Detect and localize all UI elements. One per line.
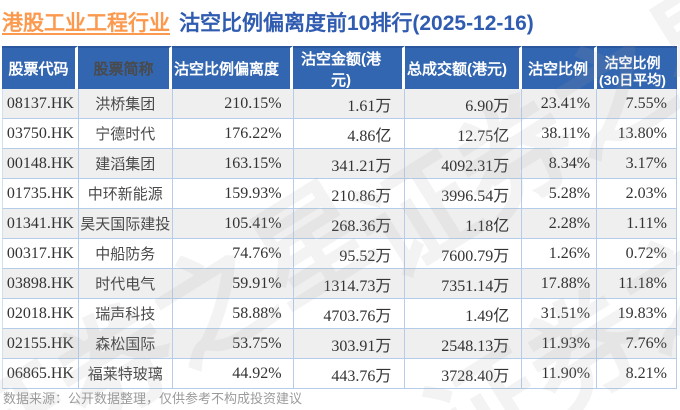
- short-amount-cell: 341.21万: [294, 149, 406, 178]
- stock-code-cell: 00148.HK: [3, 149, 79, 178]
- avg30-ratio-cell: 13.80%: [597, 119, 677, 148]
- stock-name-cell: 福莱特玻璃: [79, 359, 173, 388]
- turnover-cell: 3728.40万: [405, 359, 523, 388]
- header-cell-short-amount: 沽空金额(港元): [293, 46, 405, 89]
- deviation-cell: 159.93%: [173, 179, 294, 208]
- short-amount-cell: 1314.73万: [294, 269, 406, 298]
- turnover-cell: 2548.13万: [405, 329, 523, 358]
- stock-code-cell: 00317.HK: [3, 239, 79, 268]
- short-ratio-cell: 38.11%: [522, 119, 598, 148]
- deviation-cell: 58.88%: [173, 299, 294, 328]
- avg30-ratio-cell: 2.03%: [597, 179, 677, 208]
- turnover-cell: 6.90万: [405, 89, 523, 118]
- table-row: 02018.HK 瑞声科技 58.88% 4703.76万 1.49亿 31.51% 19.…: [2, 299, 677, 329]
- turnover-cell: 3996.54万: [405, 179, 523, 208]
- stock-name-cell: 瑞声科技: [79, 299, 173, 328]
- header-cell-short-ratio: 沽空比例: [522, 46, 597, 89]
- avg30-ratio-cell: 8.21%: [597, 359, 677, 388]
- turnover-cell: 7351.14万: [405, 269, 523, 298]
- stock-code-cell: 02018.HK: [3, 299, 79, 328]
- avg30-ratio-cell: 1.11%: [597, 209, 677, 238]
- short-ratio-cell: 11.93%: [522, 329, 598, 358]
- stock-code-cell: 03750.HK: [3, 119, 79, 148]
- stock-name-cell: 中环新能源: [79, 179, 173, 208]
- table-row: 01735.HK 中环新能源 159.93% 210.86万 3996.54万 5.28%…: [2, 179, 677, 209]
- short-amount-cell: 4703.76万: [294, 299, 406, 328]
- short-amount-cell: 4.86亿: [294, 119, 406, 148]
- table-row: 06865.HK 福莱特玻璃 44.92% 443.76万 3728.40万 11.90%…: [2, 359, 677, 389]
- title-ranking-segment: 沽空比例偏离度前10排行(2025-12-16): [179, 12, 534, 35]
- stock-code-cell: 06865.HK: [3, 359, 79, 388]
- stock-name-cell: 昊天国际建投: [79, 209, 173, 238]
- stock-code-cell: 02155.HK: [3, 329, 79, 358]
- short-ratio-cell: 17.88%: [522, 269, 598, 298]
- stock-code-cell: 01341.HK: [3, 209, 79, 238]
- ranking-table: 股票代码 股票简称 沽空比例偏离度 沽空金额(港元) 总成交额(港元) 沽空比例…: [2, 46, 677, 389]
- header-cell-stock-name: 股票简称: [78, 46, 172, 89]
- stock-name-cell: 洪桥集团: [79, 89, 173, 118]
- stock-name-cell: 中船防务: [79, 239, 173, 268]
- short-amount-cell: 268.36万: [294, 209, 406, 238]
- short-amount-cell: 1.61万: [294, 89, 406, 118]
- short-ratio-cell: 23.41%: [522, 89, 598, 118]
- deviation-cell: 74.76%: [173, 239, 294, 268]
- short-amount-cell: 443.76万: [294, 359, 406, 388]
- turnover-cell: 7600.79万: [405, 239, 523, 268]
- deviation-cell: 210.15%: [173, 89, 294, 118]
- table-body: 08137.HK 洪桥集团 210.15% 1.61万 6.90万 23.41% 7.55%…: [2, 89, 677, 389]
- stock-name-cell: 森松国际: [79, 329, 173, 358]
- deviation-cell: 44.92%: [173, 359, 294, 388]
- short-ratio-cell: 8.34%: [522, 149, 598, 178]
- short-amount-cell: 95.52万: [294, 239, 406, 268]
- turnover-cell: 1.49亿: [405, 299, 523, 328]
- deviation-cell: 176.22%: [173, 119, 294, 148]
- turnover-cell: 1.18亿: [405, 209, 523, 238]
- stock-name-cell: 宁德时代: [79, 119, 173, 148]
- deviation-cell: 59.91%: [173, 269, 294, 298]
- title-industry-segment: 港股工业工程行业: [2, 12, 170, 35]
- short-ratio-cell: 1.26%: [522, 239, 598, 268]
- table-row: 03750.HK 宁德时代 176.22% 4.86亿 12.75亿 38.11% 13.8…: [2, 119, 677, 149]
- turnover-cell: 4092.31万: [405, 149, 523, 178]
- table-row: 03898.HK 时代电气 59.91% 1314.73万 7351.14万 17.88%…: [2, 269, 677, 299]
- header-cell-avg30-ratio: 沽空比例 (30日平均): [597, 46, 677, 89]
- table-row: 00317.HK 中船防务 74.76% 95.52万 7600.79万 1.26% 0.7…: [2, 239, 677, 269]
- table-row: 02155.HK 森松国际 53.75% 303.91万 2548.13万 11.93% 7…: [2, 329, 677, 359]
- stock-code-cell: 08137.HK: [3, 89, 79, 118]
- table-row: 00148.HK 建滔集团 163.15% 341.21万 4092.31万 8.34% 3…: [2, 149, 677, 179]
- short-ratio-cell: 5.28%: [522, 179, 598, 208]
- deviation-cell: 163.15%: [173, 149, 294, 178]
- avg30-ratio-cell: 7.55%: [597, 89, 677, 118]
- header-cell-turnover: 总成交额(港元): [405, 46, 522, 89]
- stock-code-cell: 01735.HK: [3, 179, 79, 208]
- table-row: 08137.HK 洪桥集团 210.15% 1.61万 6.90万 23.41% 7.55%: [2, 89, 677, 119]
- stock-name-cell: 建滔集团: [79, 149, 173, 178]
- header-avg30-line1: 沽空比例: [604, 55, 661, 72]
- table-header-row: 股票代码 股票简称 沽空比例偏离度 沽空金额(港元) 总成交额(港元) 沽空比例…: [2, 46, 677, 89]
- table-row: 01341.HK 昊天国际建投 105.41% 268.36万 1.18亿 2.28% 1.…: [2, 209, 677, 239]
- avg30-ratio-cell: 19.83%: [597, 299, 677, 328]
- short-amount-cell: 210.86万: [294, 179, 406, 208]
- short-ratio-cell: 11.90%: [522, 359, 598, 388]
- avg30-ratio-cell: 0.72%: [597, 239, 677, 268]
- avg30-ratio-cell: 3.17%: [597, 149, 677, 178]
- avg30-ratio-cell: 11.18%: [597, 269, 677, 298]
- stock-name-cell: 时代电气: [79, 269, 173, 298]
- short-ratio-cell: 31.51%: [522, 299, 598, 328]
- deviation-cell: 53.75%: [173, 329, 294, 358]
- header-avg30-line2: (30日平均): [599, 72, 666, 89]
- page-title: 港股工业工程行业 沽空比例偏离度前10排行(2025-12-16): [2, 7, 534, 37]
- short-ratio-cell: 2.28%: [522, 209, 598, 238]
- avg30-ratio-cell: 7.76%: [597, 329, 677, 358]
- header-cell-stock-code: 股票代码: [2, 46, 78, 89]
- turnover-cell: 12.75亿: [405, 119, 523, 148]
- data-source-note: 数据来源：公开数据整理，仅供参考不构成投资建议: [3, 391, 303, 406]
- short-amount-cell: 303.91万: [294, 329, 406, 358]
- header-cell-deviation: 沽空比例偏离度: [172, 46, 293, 89]
- deviation-cell: 105.41%: [173, 209, 294, 238]
- stock-code-cell: 03898.HK: [3, 269, 79, 298]
